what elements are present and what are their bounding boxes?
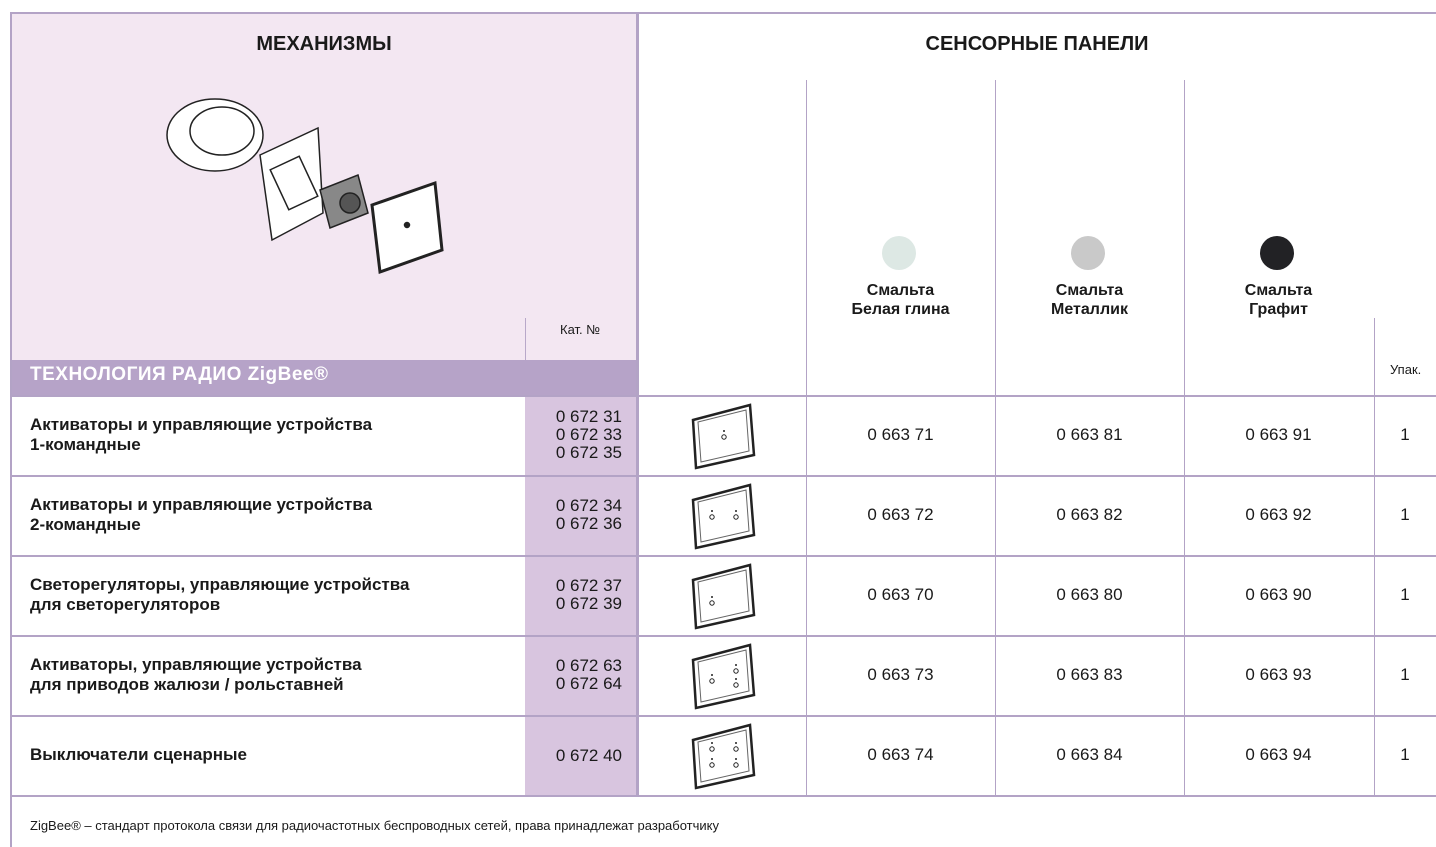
- panel-icon: [691, 483, 756, 550]
- panel-code: 0 663 93: [1245, 665, 1312, 684]
- row-description: Выключатели сценарные: [30, 745, 247, 764]
- cat-number: 0 672 37: [555, 576, 622, 595]
- panel-icon: [691, 643, 756, 710]
- panel-code: 0 663 70: [867, 585, 934, 604]
- cat-number: 0 672 31: [555, 406, 622, 426]
- pack-label: Упак.: [1390, 362, 1422, 377]
- cat-number: 0 672 34: [555, 496, 622, 515]
- cat-label-cell: [525, 318, 638, 360]
- row-line: [10, 475, 1436, 477]
- row-description: Активаторы и управляющие устройства: [30, 495, 373, 514]
- column-heading: Смальта: [1055, 282, 1124, 299]
- panel-code: 0 663 83: [1056, 665, 1123, 684]
- panel-icon: [691, 563, 756, 630]
- cat-number: 0 672 39: [555, 594, 622, 613]
- panel-code: 0 663 94: [1245, 745, 1312, 764]
- column-heading: Графит: [1249, 301, 1308, 318]
- cat-number: 0 672 64: [555, 674, 622, 693]
- row-description: Активаторы, управляющие устройства: [30, 655, 362, 674]
- swatch: [1071, 236, 1105, 270]
- pack: 1: [1400, 505, 1410, 524]
- panel-code: 0 663 84: [1056, 745, 1123, 764]
- pack: 1: [1400, 585, 1410, 604]
- row-description: 1-командные: [30, 435, 141, 454]
- panel-code: 0 663 73: [867, 665, 934, 684]
- panel-code: 0 663 80: [1056, 585, 1123, 604]
- cat-number: 0 672 33: [555, 424, 622, 444]
- row-line: [10, 715, 1436, 717]
- row-line: [10, 795, 1436, 797]
- swatch: [882, 236, 916, 270]
- cat-number: 0 672 40: [555, 745, 622, 765]
- col-line: [995, 80, 996, 795]
- panel-code: 0 663 71: [867, 425, 934, 444]
- panel-code: 0 663 82: [1056, 505, 1123, 524]
- left-title: МЕХАНИЗМЫ: [256, 33, 392, 55]
- swatch: [1260, 236, 1294, 270]
- cat-number: 0 672 36: [555, 514, 622, 533]
- cat-number: 0 672 63: [555, 656, 622, 675]
- panel-code: 0 663 91: [1245, 425, 1312, 444]
- row-line: [10, 635, 1436, 637]
- top-border: [10, 12, 1436, 14]
- cat-label: Кат. №: [560, 322, 601, 337]
- cat-number: 0 672 35: [555, 442, 622, 462]
- col-line: [1184, 80, 1185, 795]
- panel-code: 0 663 92: [1245, 505, 1312, 524]
- panel-icon: [691, 723, 756, 790]
- column-heading: Смальта: [1244, 282, 1313, 299]
- section-band: [10, 360, 638, 395]
- panel-code: 0 663 90: [1245, 585, 1312, 604]
- panel-code: 0 663 72: [867, 505, 934, 524]
- row-line: [10, 555, 1436, 557]
- column-heading: Белая глина: [851, 301, 950, 318]
- col-line: [806, 80, 807, 795]
- row-description: 2-командные: [30, 515, 141, 534]
- pack: 1: [1400, 665, 1410, 684]
- pack: 1: [1400, 425, 1410, 444]
- panel-icon: [691, 403, 756, 470]
- column-heading: Смальта: [866, 282, 935, 299]
- mechanism-illustration: [166, 98, 444, 275]
- row-line: [10, 395, 1436, 397]
- footnote: ZigBee® – стандарт протокола связи для р…: [30, 818, 719, 833]
- row-description: Активаторы и управляющие устройства: [30, 415, 373, 434]
- left-border: [10, 12, 12, 847]
- column-heading: Металлик: [1051, 301, 1128, 318]
- cat-column-bg: [525, 395, 638, 795]
- panel-code: 0 663 74: [867, 745, 934, 764]
- row-description: для светорегуляторов: [30, 595, 221, 614]
- section-title: ТЕХНОЛОГИЯ РАДИО ZigBee®: [30, 364, 329, 385]
- panel-code: 0 663 81: [1056, 425, 1123, 444]
- pack: 1: [1400, 745, 1410, 764]
- divider: [636, 12, 639, 795]
- row-description: для приводов жалюзи / рольставней: [30, 675, 344, 694]
- row-description: Светорегуляторы, управляющие устройства: [30, 575, 410, 594]
- right-title: СЕНСОРНЫЕ ПАНЕЛИ: [925, 33, 1149, 55]
